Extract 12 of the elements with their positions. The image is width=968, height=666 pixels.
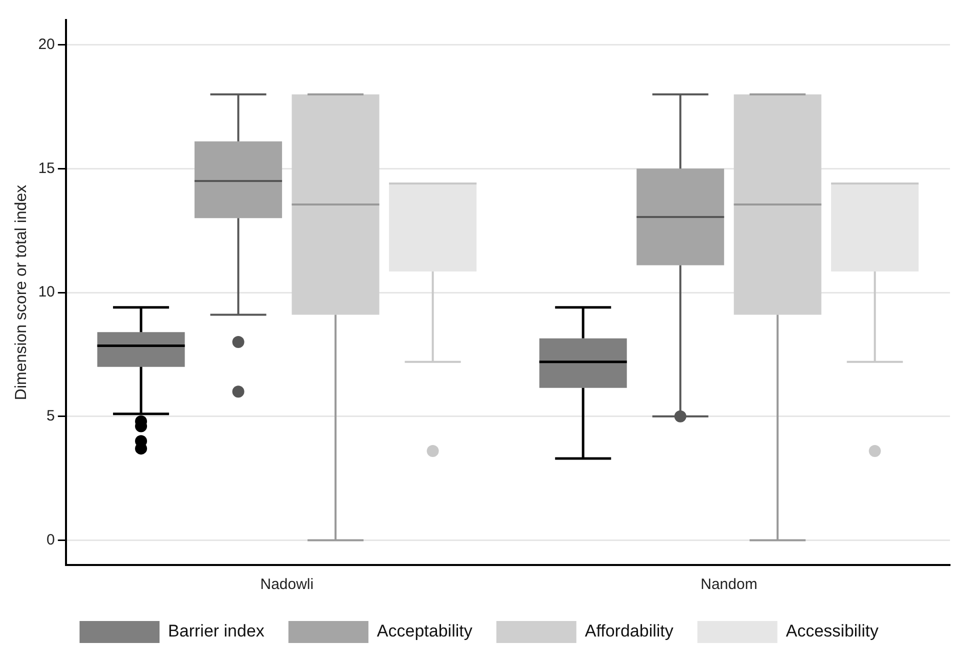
- y-tick-label: 20: [38, 36, 55, 53]
- legend-label: Barrier index: [168, 622, 265, 641]
- y-tick-label: 0: [46, 531, 55, 548]
- legend-label: Accessibility: [786, 622, 879, 641]
- legend-label: Affordability: [584, 622, 674, 641]
- legend-label: Acceptability: [376, 622, 473, 641]
- y-tick-label: 15: [38, 160, 55, 177]
- x-tick-label: Nadowli: [260, 576, 314, 594]
- y-axis-title: Dimension score or total index: [13, 184, 30, 400]
- y-tick-label: 10: [38, 284, 55, 301]
- x-tick-label: Nandom: [700, 576, 758, 594]
- y-tick-label: 5: [46, 408, 55, 425]
